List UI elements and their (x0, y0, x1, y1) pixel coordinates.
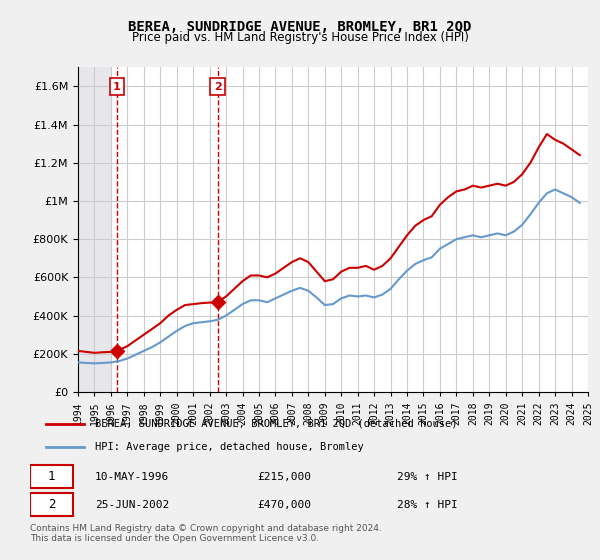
FancyBboxPatch shape (30, 465, 73, 488)
Text: 2: 2 (214, 82, 221, 92)
Text: 2: 2 (48, 498, 55, 511)
Text: 29% ↑ HPI: 29% ↑ HPI (397, 472, 458, 482)
Text: Price paid vs. HM Land Registry's House Price Index (HPI): Price paid vs. HM Land Registry's House … (131, 31, 469, 44)
Text: 28% ↑ HPI: 28% ↑ HPI (397, 500, 458, 510)
Text: 10-MAY-1996: 10-MAY-1996 (95, 472, 169, 482)
Text: 25-JUN-2002: 25-JUN-2002 (95, 500, 169, 510)
Text: 1: 1 (48, 470, 55, 483)
FancyBboxPatch shape (30, 493, 73, 516)
Text: HPI: Average price, detached house, Bromley: HPI: Average price, detached house, Brom… (95, 442, 364, 452)
Text: Contains HM Land Registry data © Crown copyright and database right 2024.
This d: Contains HM Land Registry data © Crown c… (30, 524, 382, 543)
Text: BEREA, SUNDRIDGE AVENUE, BROMLEY, BR1 2QD: BEREA, SUNDRIDGE AVENUE, BROMLEY, BR1 2Q… (128, 20, 472, 34)
Bar (78, 67, 111, 392)
Text: £470,000: £470,000 (257, 500, 311, 510)
Text: BEREA, SUNDRIDGE AVENUE, BROMLEY, BR1 2QD (detached house): BEREA, SUNDRIDGE AVENUE, BROMLEY, BR1 2Q… (95, 419, 457, 429)
Text: £215,000: £215,000 (257, 472, 311, 482)
Text: 1: 1 (113, 82, 121, 92)
